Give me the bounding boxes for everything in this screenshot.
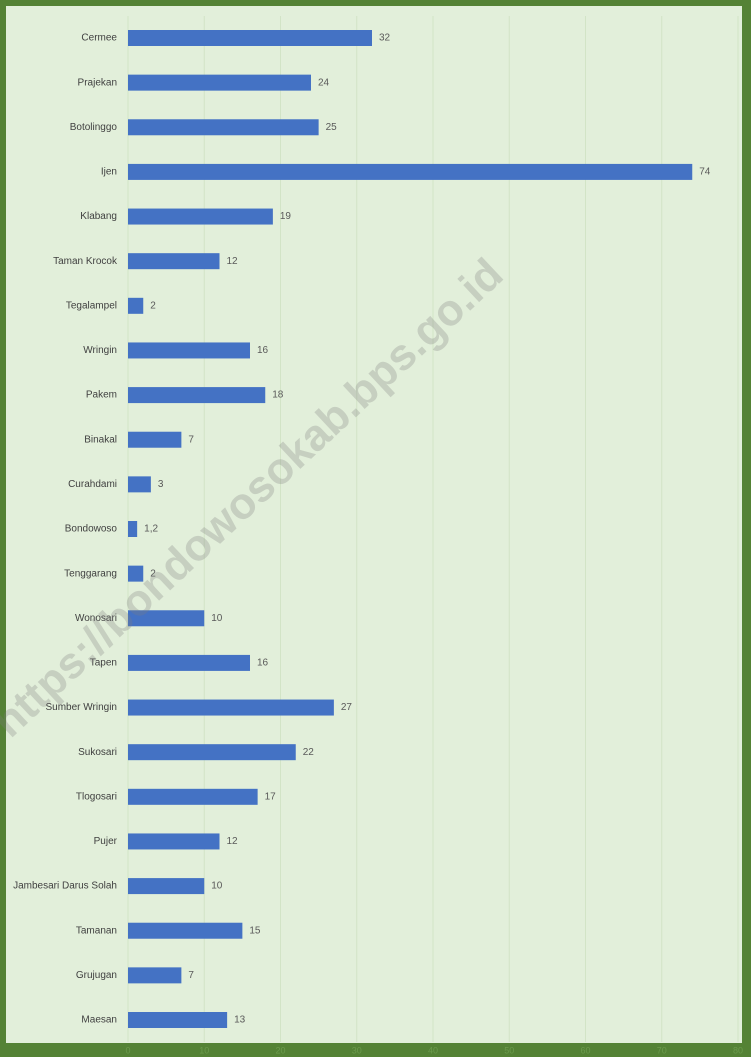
x-tick-label: 20 bbox=[275, 1045, 285, 1055]
value-label: 3 bbox=[158, 479, 164, 490]
x-tick-label: 80 bbox=[733, 1045, 743, 1055]
value-label: 19 bbox=[280, 211, 292, 222]
value-label: 13 bbox=[234, 1015, 246, 1026]
value-label: 32 bbox=[379, 33, 391, 44]
bar bbox=[128, 610, 205, 627]
bar bbox=[128, 476, 151, 493]
x-tick-label: 50 bbox=[504, 1045, 514, 1055]
value-label: 12 bbox=[227, 256, 239, 267]
value-label: 74 bbox=[699, 167, 711, 178]
y-tick-label: Tamanan bbox=[76, 925, 117, 936]
bar bbox=[128, 119, 319, 136]
bar bbox=[128, 208, 273, 225]
value-label: 27 bbox=[341, 702, 353, 713]
bar bbox=[128, 74, 311, 91]
y-tick-label: Tenggarang bbox=[64, 568, 117, 579]
y-tick-label: Ijen bbox=[101, 167, 117, 178]
bar bbox=[128, 565, 144, 582]
value-label: 18 bbox=[272, 390, 284, 401]
y-tick-label: Wringin bbox=[83, 345, 117, 356]
y-tick-label: Cermee bbox=[81, 33, 117, 44]
bar bbox=[128, 1012, 228, 1028]
y-tick-label: Pakem bbox=[86, 390, 117, 401]
y-tick-label: Pujer bbox=[94, 836, 118, 847]
value-label: 12 bbox=[227, 836, 239, 847]
y-tick-label: Curahdami bbox=[68, 479, 117, 490]
y-tick-label: Klabang bbox=[80, 211, 117, 222]
y-tick-label: Jambesari Darus Solah bbox=[13, 881, 117, 892]
bar bbox=[128, 297, 144, 314]
x-tick-label: 40 bbox=[428, 1045, 438, 1055]
bar bbox=[128, 521, 138, 537]
y-tick-label: Bondowoso bbox=[65, 524, 118, 535]
y-tick-label: Binakal bbox=[84, 434, 117, 445]
value-label: 24 bbox=[318, 77, 330, 88]
bar bbox=[128, 967, 182, 984]
x-tick-label: 10 bbox=[199, 1045, 209, 1055]
x-tick-label: 30 bbox=[352, 1045, 362, 1055]
bar bbox=[128, 699, 334, 716]
bar bbox=[128, 654, 250, 671]
y-tick-label: Sumber Wringin bbox=[45, 702, 117, 713]
y-tick-label: Maesan bbox=[81, 1015, 117, 1026]
value-label: 16 bbox=[257, 345, 269, 356]
value-label: 25 bbox=[326, 122, 338, 133]
bar bbox=[128, 342, 250, 359]
bar bbox=[128, 163, 693, 180]
y-tick-label: Botolinggo bbox=[70, 122, 118, 133]
y-tick-label: Grujugan bbox=[76, 970, 117, 981]
y-tick-label: Prajekan bbox=[78, 77, 117, 88]
bar bbox=[128, 744, 296, 761]
y-tick-label: Wonosari bbox=[75, 613, 117, 624]
y-tick-label: Tapen bbox=[90, 658, 117, 669]
bar bbox=[128, 387, 266, 404]
bar bbox=[128, 833, 220, 850]
value-label: 1,2 bbox=[144, 524, 158, 535]
x-tick-label: 70 bbox=[657, 1045, 667, 1055]
bar bbox=[128, 878, 205, 895]
value-label: 7 bbox=[188, 434, 194, 445]
y-tick-label: Sukosari bbox=[78, 747, 117, 758]
x-tick-label: 60 bbox=[580, 1045, 590, 1055]
value-label: 2 bbox=[150, 300, 156, 311]
bar bbox=[128, 431, 182, 448]
grid: 0 10 20 30 40 50 60 70 80 bbox=[125, 16, 743, 1055]
y-tick-label: Tegalampel bbox=[66, 300, 117, 311]
value-label: 16 bbox=[257, 658, 269, 669]
value-label: 17 bbox=[265, 791, 277, 802]
bar bbox=[128, 788, 258, 805]
value-label: 15 bbox=[249, 925, 261, 936]
bar bbox=[128, 922, 243, 939]
value-label: 7 bbox=[188, 970, 194, 981]
y-tick-label: Taman Krocok bbox=[53, 256, 118, 267]
value-label: 10 bbox=[211, 613, 223, 624]
bar bbox=[128, 30, 372, 46]
value-label: 10 bbox=[211, 881, 223, 892]
y-tick-label: Tlogosari bbox=[76, 791, 117, 802]
bar bbox=[128, 253, 220, 270]
value-label: 2 bbox=[150, 568, 156, 579]
value-label: 22 bbox=[303, 747, 315, 758]
x-tick-label: 0 bbox=[125, 1045, 130, 1055]
